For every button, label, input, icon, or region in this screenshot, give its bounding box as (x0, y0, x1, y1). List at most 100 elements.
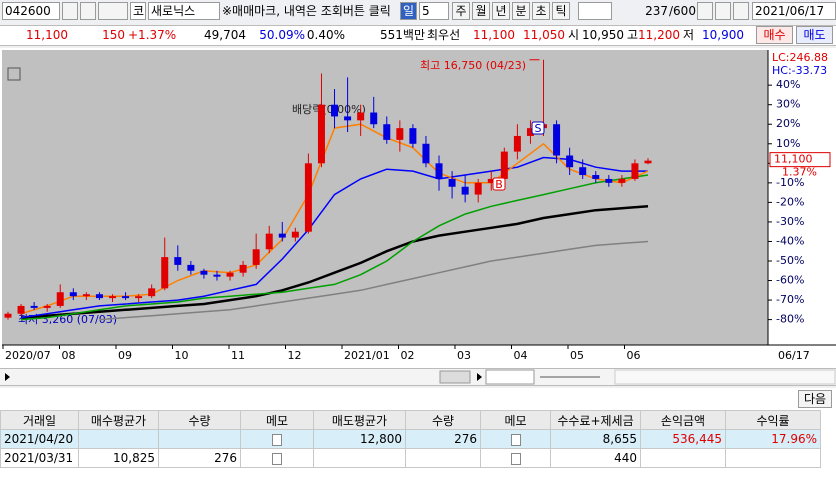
sell-mark: S (535, 122, 542, 135)
memo-icon[interactable] (272, 452, 282, 465)
candle-body (95, 294, 103, 299)
trade-row[interactable]: 2021/03/31 10,825 276 440 (0, 448, 821, 468)
header-cell: 거래일 (0, 410, 79, 430)
trade-cell (240, 429, 314, 449)
last-price: 11,100 (774, 153, 813, 166)
trade-row[interactable]: 2021/04/20 12,800 276 8,655 536,445 17.96% (0, 429, 821, 449)
last-change: 1.37% (782, 166, 817, 179)
trade-cell (480, 429, 551, 449)
code-input[interactable]: 042600 (2, 2, 60, 20)
memo-icon[interactable] (510, 452, 521, 465)
candle-body (317, 104, 325, 164)
trade-cell: 2021/03/31 (0, 448, 79, 468)
change-pct: +1.37% (128, 28, 177, 42)
trade-cell: 8,655 (550, 429, 641, 449)
candle-body (304, 163, 312, 232)
candle-body (226, 272, 234, 277)
period-unit[interactable]: 월 (472, 2, 490, 20)
icon-button[interactable] (697, 2, 713, 20)
high-note: 최고 16,750 (04/23) (420, 59, 526, 72)
candle-body (644, 160, 652, 164)
period-unit[interactable]: 분 (512, 2, 530, 20)
buy-mark-box (492, 177, 506, 191)
candle-body (135, 296, 143, 299)
scroll-thumb[interactable] (439, 370, 471, 384)
y-tick-label: -30% (776, 215, 804, 228)
tool-button[interactable] (98, 2, 128, 20)
lc-label: LC:246.88 (772, 51, 828, 64)
price: 11,100 (26, 28, 68, 42)
notice: ※매매마크, 내역은 조회버튼 클릭 (222, 4, 391, 18)
candle-body (331, 104, 339, 117)
volume-ratio: 50.09% (259, 28, 305, 42)
period-unit[interactable]: 주 (452, 2, 470, 20)
count-dropdown[interactable] (578, 2, 612, 20)
header-cell: 메모 (480, 410, 551, 430)
period-unit[interactable]: 년 (492, 2, 510, 20)
candle-body (618, 178, 626, 183)
header-cell: 손익금액 (640, 410, 726, 430)
volume: 49,704 (204, 28, 246, 42)
moving-average (21, 205, 649, 319)
candle-body (605, 178, 613, 183)
stock-name[interactable]: 새로닉스 (148, 2, 220, 20)
y-tick-label: 30% (776, 98, 800, 111)
candle-body (148, 288, 156, 297)
candle-body (553, 124, 561, 156)
trade-cell (640, 448, 726, 468)
candle-body (513, 135, 521, 152)
scroll-left[interactable] (5, 373, 10, 381)
header-cell: 매수평균가 (78, 410, 159, 430)
plot-area (2, 50, 768, 345)
trade-cell: 440 (550, 448, 641, 468)
header-cell: 수량 (158, 410, 241, 430)
last-price-box (769, 152, 831, 168)
memo-icon[interactable] (272, 433, 282, 446)
x-tick-label: 05 (570, 349, 584, 362)
trade-cell: 276 (405, 429, 481, 449)
y-tick-label: -70% (776, 293, 804, 306)
x-tick-label: 11 (231, 349, 245, 362)
x-tick-label: 12 (288, 349, 302, 362)
moving-average (21, 174, 649, 321)
quote-bar (0, 25, 836, 46)
period-number[interactable]: 5 (419, 2, 449, 20)
y-tick-label: -20% (776, 195, 804, 208)
icon-button[interactable] (715, 2, 731, 20)
header-cell: 수량 (405, 410, 481, 430)
x-tick-label: 06/17 (778, 349, 810, 362)
period-unit[interactable]: 틱 (552, 2, 570, 20)
candle-body (239, 264, 247, 273)
candle-body (396, 128, 404, 140)
draw-tools[interactable] (614, 369, 836, 385)
trade-cell (480, 448, 551, 468)
bid: 11,050 (523, 28, 565, 42)
x-tick-label: 09 (118, 349, 132, 362)
x-tick-label: 2020/07 (5, 349, 51, 362)
candle-body (161, 257, 169, 289)
grid-icon[interactable] (7, 67, 21, 81)
candle-body (592, 175, 600, 179)
memo-icon[interactable] (510, 433, 521, 446)
trade-cell (313, 448, 406, 468)
trade-cell: 10,825 (78, 448, 159, 468)
candle-body (56, 292, 64, 306)
code-dropdown[interactable] (62, 2, 78, 20)
play-controls[interactable] (485, 369, 535, 385)
candle-body (383, 124, 391, 140)
period-unit[interactable]: 초 (532, 2, 550, 20)
sell-button[interactable]: 매도 (796, 26, 833, 44)
buy-button[interactable]: 매수 (756, 26, 793, 44)
next-button[interactable]: 다음 (798, 390, 832, 408)
scroll-right[interactable] (477, 373, 482, 381)
settings-button[interactable] (733, 2, 749, 20)
candle-body (579, 167, 587, 176)
search-button[interactable] (80, 2, 96, 20)
date-input[interactable]: 2021/06/17 (752, 2, 836, 20)
trade-cell (725, 448, 821, 468)
candle-body (17, 305, 25, 314)
candle-body (409, 128, 417, 144)
period-button[interactable]: 일 (400, 2, 417, 20)
y-tick-label: -80% (776, 313, 804, 326)
x-tick-label: 02 (401, 349, 415, 362)
